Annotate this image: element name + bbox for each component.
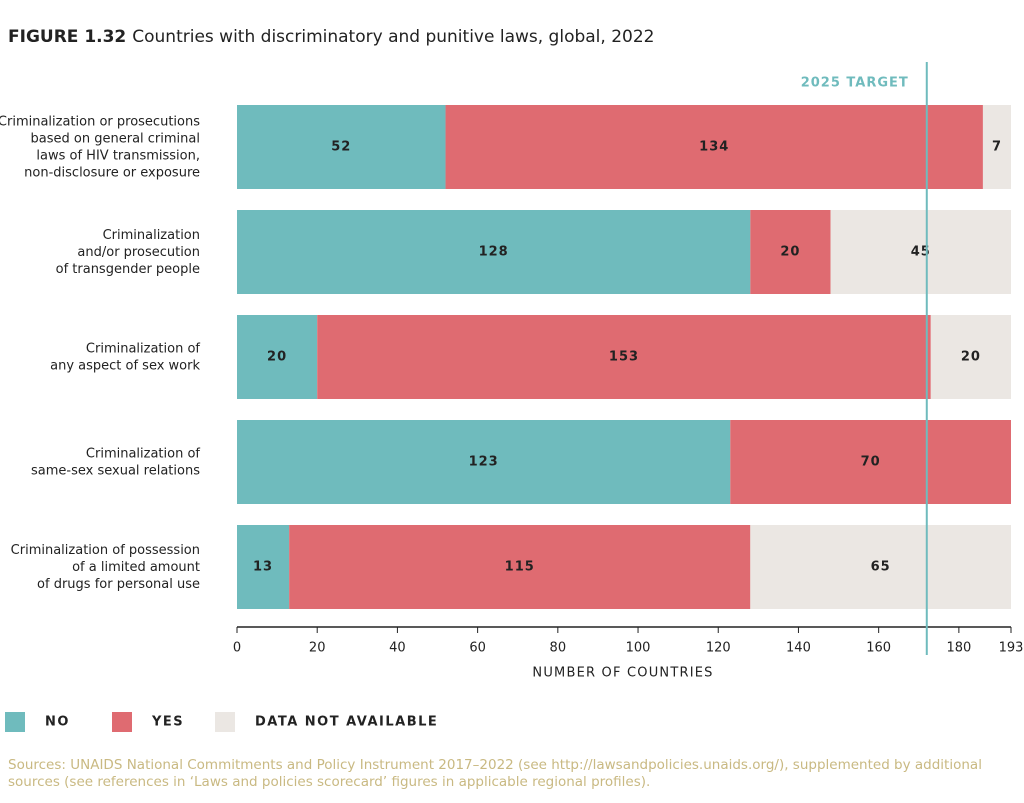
x-tick-label: 120	[706, 641, 731, 656]
value-label: 123	[469, 455, 499, 470]
x-tick-label: 40	[389, 641, 406, 656]
x-tick-label: 180	[946, 641, 971, 656]
x-tick-label: 20	[309, 641, 326, 656]
bar-segment	[237, 420, 731, 504]
x-tick-label: 60	[469, 641, 486, 656]
bar-segment	[750, 210, 831, 294]
value-label: 45	[911, 245, 931, 260]
legend-swatch	[5, 712, 25, 732]
bar-segment	[237, 105, 446, 189]
category-label: Criminalization of same-sex sexual relati…	[31, 446, 200, 478]
bar-segment	[237, 210, 751, 294]
legend-label: DATA NOT AVAILABLE	[255, 715, 438, 730]
bar-segment	[317, 315, 931, 399]
bar-segment	[830, 210, 1011, 294]
figure-label: FIGURE 1.32	[8, 27, 126, 47]
target-label: 2025 TARGET	[801, 76, 909, 91]
value-label: 20	[780, 245, 800, 260]
category-label: Criminalization or prosecutions based on …	[0, 114, 200, 180]
value-label: 20	[961, 350, 981, 365]
value-label: 65	[871, 560, 891, 575]
value-label: 20	[267, 350, 287, 365]
category-label: Criminalization of possession of a limite…	[11, 543, 200, 592]
bar-segment	[237, 315, 318, 399]
legend-swatch	[215, 712, 235, 732]
value-label: 7	[992, 140, 1002, 155]
bar-segment	[982, 105, 1011, 189]
value-label: 13	[253, 560, 273, 575]
value-label: 128	[479, 245, 509, 260]
bar-segment	[289, 525, 751, 609]
legend-swatch	[112, 712, 132, 732]
x-tick-label: 100	[626, 641, 651, 656]
bar-segment	[930, 315, 1011, 399]
chart-title: FIGURE 1.32 Countries with discriminatory…	[8, 27, 654, 47]
legend-label: YES	[151, 715, 184, 730]
x-tick-label: 0	[233, 641, 241, 656]
value-label: 134	[699, 140, 729, 155]
category-label: Criminalization of any aspect of sex work	[50, 341, 200, 373]
legend-label: NO	[45, 715, 70, 730]
value-label: 52	[331, 140, 351, 155]
x-axis-title: NUMBER OF COUNTRIES	[532, 666, 713, 681]
x-tick-label: 193	[999, 641, 1024, 656]
source-note: Sources: UNAIDS National Commitments and…	[8, 757, 982, 790]
title-text: Countries with discriminatory and puniti…	[132, 27, 654, 47]
bar-segment	[730, 420, 1011, 504]
category-label: Criminalization and/or prosecution of tran…	[56, 228, 200, 277]
value-label: 70	[861, 455, 881, 470]
bar-segment	[445, 105, 983, 189]
bar-segment	[237, 525, 290, 609]
bar-segment	[750, 525, 1011, 609]
x-tick-label: 80	[550, 641, 567, 656]
x-tick-label: 140	[786, 641, 811, 656]
x-tick-label: 160	[866, 641, 891, 656]
value-label: 115	[505, 560, 535, 575]
value-label: 153	[609, 350, 639, 365]
